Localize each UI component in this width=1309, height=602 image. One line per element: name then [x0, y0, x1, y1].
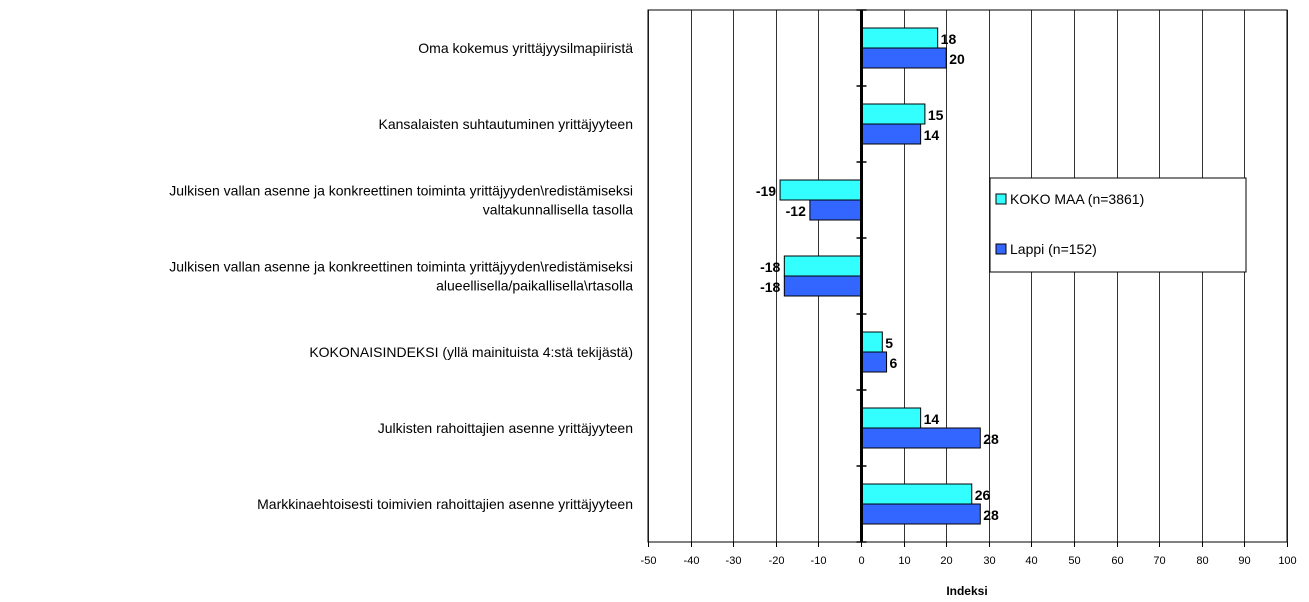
x-tick-label: -10 — [811, 555, 827, 567]
category-label: Kansalaisten suhtautuminen yrittäjyyteen — [379, 116, 633, 132]
data-label: 26 — [975, 487, 991, 503]
legend-entry: KOKO MAA (n=3861) — [1010, 191, 1144, 207]
x-tick-label: 60 — [1111, 555, 1123, 567]
data-label: 15 — [928, 107, 944, 123]
category-labels: Oma kokemus yrittäjyysilmapiiristä Kansal… — [169, 40, 633, 512]
category-label: Oma kokemus yrittäjyysilmapiiristä — [418, 40, 633, 56]
category-label: Julkisen vallan asenne ja konkreettinen … — [169, 259, 633, 275]
data-labels: 18 20 15 14 -19 -12 -18 -18 5 6 14 28 26 28 — [756, 31, 999, 523]
bar-lappi — [860, 47, 947, 69]
data-label: 6 — [890, 355, 898, 371]
x-tick-label: 90 — [1238, 555, 1250, 567]
x-tick-label: 20 — [940, 555, 952, 567]
category-label: valtakunnallisella tasolla — [483, 202, 633, 218]
x-tick-label: 100 — [1278, 555, 1296, 567]
data-label: 14 — [924, 411, 940, 427]
bar-koko-maa — [860, 483, 973, 505]
bar-lappi — [860, 351, 888, 373]
x-tick-label: -50 — [641, 555, 657, 567]
data-label: 28 — [983, 431, 999, 447]
plot-frame — [647, 9, 1288, 543]
x-tick-label: 30 — [983, 555, 995, 567]
x-tick-label: 40 — [1025, 555, 1037, 567]
category-label: Markkinaehtoisesti toimivien rahoittajie… — [257, 496, 633, 512]
legend-box — [989, 177, 1247, 273]
bar-lappi — [809, 199, 862, 221]
category-label: Julkisen vallan asenne ja konkreettinen … — [169, 183, 633, 199]
category-label: KOKONAISINDEKSI (yllä mainituista 4:stä … — [309, 344, 633, 360]
legend-entry: Lappi (n=152) — [1010, 241, 1097, 257]
bar-koko-maa — [860, 27, 939, 49]
tick-labels: -50 -40 -30 -20 -10 0 10 20 30 40 50 60 70 80 90 100 — [641, 555, 1297, 567]
legend: KOKO MAA (n=3861) Lappi (n=152) — [989, 177, 1247, 273]
x-tick-label: 50 — [1068, 555, 1080, 567]
data-label: -18 — [760, 279, 780, 295]
data-label: 20 — [949, 51, 965, 67]
data-label: 5 — [885, 335, 893, 351]
x-tick-label: -30 — [726, 555, 742, 567]
data-label: -12 — [786, 203, 806, 219]
bar-koko-maa — [860, 407, 922, 429]
data-label: -19 — [756, 183, 776, 199]
x-tick-label: 10 — [898, 555, 910, 567]
bars — [779, 27, 981, 525]
bar-koko-maa — [860, 331, 883, 353]
x-tick-label: 70 — [1153, 555, 1165, 567]
data-label: 18 — [941, 31, 957, 47]
bar-koko-maa — [860, 103, 926, 125]
bar-lappi — [783, 275, 862, 297]
legend-swatch — [995, 243, 1007, 255]
data-label: 14 — [924, 127, 940, 143]
legend-swatch — [995, 193, 1007, 205]
data-label: 28 — [983, 507, 999, 523]
category-label: alueellisella/paikallisella\rtasolla — [436, 278, 633, 294]
x-tick-label: 0 — [858, 555, 864, 567]
x-tick-label: -20 — [769, 555, 785, 567]
bar-lappi — [860, 427, 981, 449]
bar-koko-maa — [783, 255, 862, 277]
bar-lappi — [860, 503, 981, 525]
category-label: Julkisten rahoittajien asenne yrittäjyyt… — [378, 420, 633, 436]
x-tick-label: -40 — [684, 555, 700, 567]
data-label: -18 — [760, 259, 780, 275]
x-tick-label: 80 — [1196, 555, 1208, 567]
gridlines — [647, 9, 1288, 543]
bar-lappi — [860, 123, 922, 145]
x-axis-title: Indeksi — [946, 584, 987, 598]
axes — [648, 9, 1288, 547]
bar-koko-maa — [779, 179, 862, 201]
